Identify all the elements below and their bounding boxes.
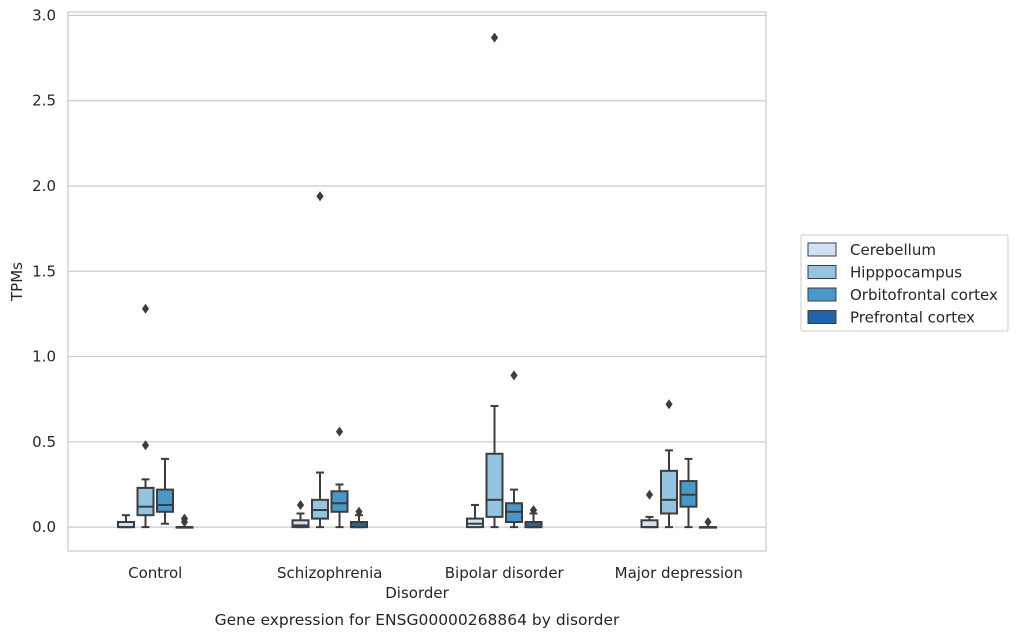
legend-label: Orbitofrontal cortex — [850, 286, 998, 304]
y-tick-label: 3.0 — [32, 6, 56, 24]
box-element — [175, 513, 194, 529]
box-iqr — [330, 490, 349, 513]
box-element — [156, 457, 174, 525]
outlier-point — [665, 399, 673, 410]
box-element — [679, 457, 698, 529]
box-iqr — [136, 486, 155, 517]
legend-swatch — [807, 242, 837, 257]
legend-label: Cerebellum — [850, 241, 936, 259]
outlier-point — [141, 440, 150, 451]
outlier-point — [490, 32, 499, 43]
box-element — [330, 426, 349, 529]
outlier-point — [141, 303, 150, 314]
y-gridlines — [68, 14, 766, 528]
x-tick-label: Schizophrenia — [277, 564, 382, 582]
box-element — [350, 506, 368, 529]
y-tick-label: 2.5 — [32, 92, 56, 110]
outlier-point — [335, 426, 344, 437]
box-iqr — [485, 452, 504, 518]
box-element — [505, 370, 523, 529]
chart-caption: Gene expression for ENSG00000268864 by d… — [215, 611, 620, 629]
y-tick-label: 0.0 — [32, 518, 56, 536]
legend-swatch — [807, 310, 837, 324]
box-element — [640, 489, 659, 529]
outlier-point — [529, 505, 538, 516]
y-tick-label: 2.0 — [32, 177, 56, 195]
y-axis-title: TPMs — [8, 262, 26, 302]
box-element — [311, 191, 329, 529]
box-element — [699, 517, 717, 529]
box-iqr — [291, 519, 310, 529]
box-element — [485, 32, 504, 529]
box-element — [136, 303, 155, 529]
legend-frame — [800, 234, 1009, 332]
outlier-point — [180, 513, 189, 524]
x-axis-title: Disorder — [385, 584, 449, 602]
legend: Cerebellum Hipppocampus Orbitofrontal cort… — [800, 234, 1009, 332]
x-tick-label: Bipolar disorder — [445, 564, 565, 582]
outlier-point — [296, 499, 305, 510]
outlier-point — [645, 489, 654, 500]
box-element — [291, 499, 310, 529]
plot-area-frame — [67, 11, 767, 552]
box-iqr — [640, 519, 659, 529]
series-hipppocampus — [136, 32, 678, 529]
box-element — [117, 514, 135, 529]
box-element — [660, 399, 678, 529]
box-iqr — [660, 469, 678, 515]
box-element — [466, 503, 484, 529]
outlier-point — [510, 370, 518, 381]
outlier-point — [704, 517, 712, 528]
y-tick-label: 1.0 — [32, 348, 56, 366]
box-element — [524, 505, 543, 529]
outlier-point — [355, 506, 363, 517]
series-orbitofrontal-cortex — [156, 370, 698, 529]
legend-label: Prefrontal cortex — [850, 309, 975, 327]
series-cerebellum — [117, 489, 659, 529]
y-axis-ticks: 0.0 0.5 1.0 1.5 2.0 2.5 3.0 — [32, 6, 56, 536]
legend-swatch — [807, 287, 837, 302]
legend-label: Hipppocampus — [850, 264, 962, 282]
y-tick-label: 1.5 — [32, 262, 56, 280]
x-tick-label: Control — [128, 564, 182, 582]
y-tick-label: 0.5 — [32, 433, 56, 451]
box-iqr — [156, 488, 174, 513]
x-axis-ticks: Control Schizophrenia Bipolar disorder Majo… — [128, 564, 743, 582]
outlier-point — [316, 191, 324, 202]
series-prefrontal-cortex — [175, 505, 717, 529]
box-series — [117, 32, 717, 529]
legend-swatch — [807, 265, 837, 279]
x-tick-label: Major depression — [615, 564, 743, 582]
